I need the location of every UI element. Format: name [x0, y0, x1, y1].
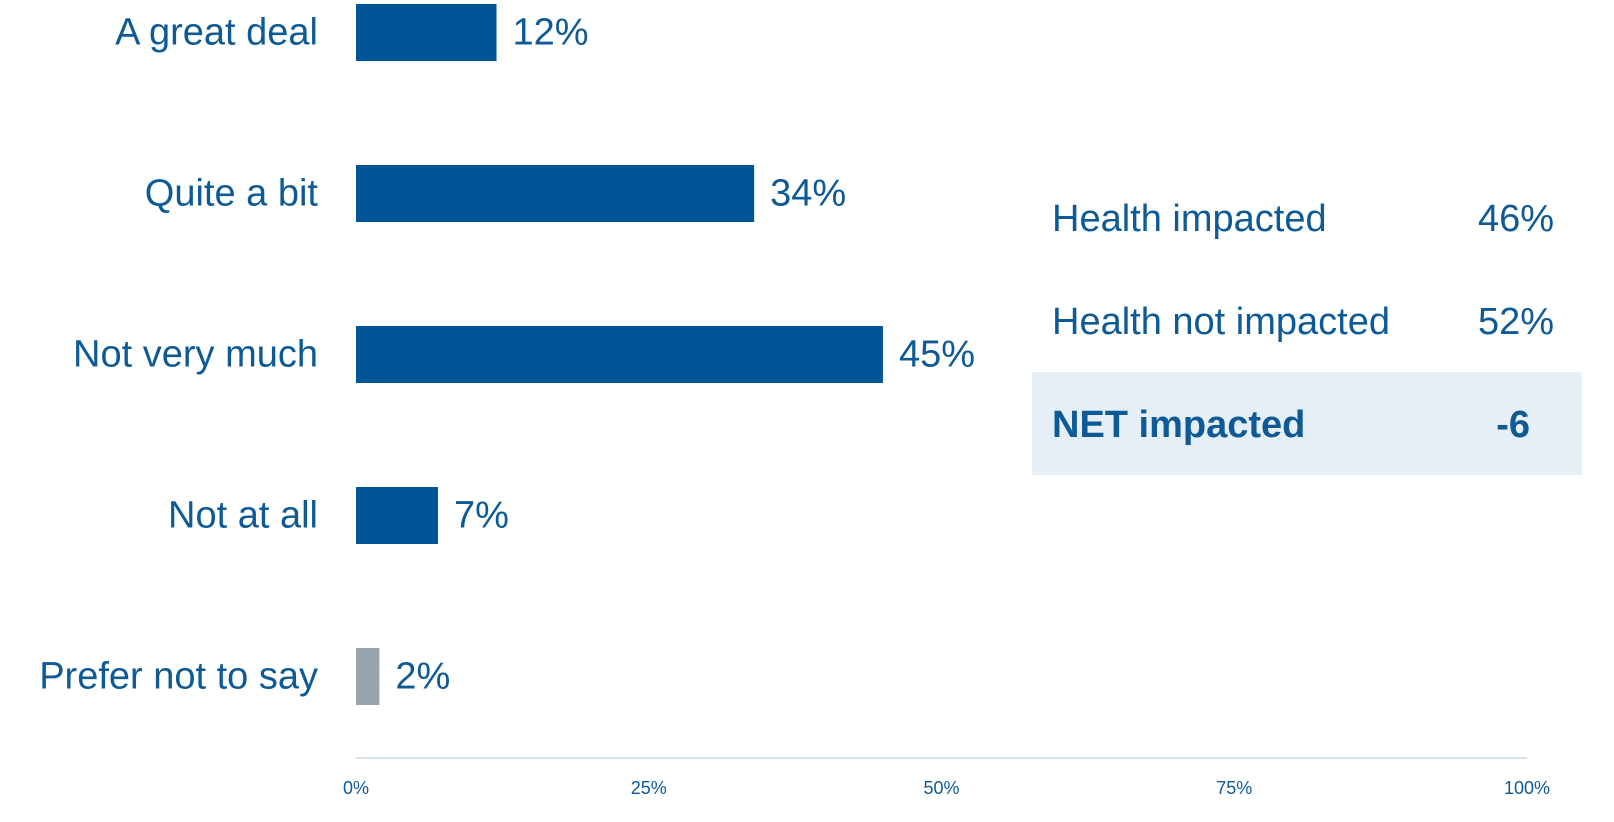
- data-label: 12%: [513, 12, 589, 54]
- x-tick-label: 25%: [631, 778, 667, 798]
- bar: [356, 648, 380, 705]
- summary-value: 52%: [1477, 301, 1554, 343]
- data-label: 45%: [899, 334, 975, 376]
- summary-table: Health impacted 46% Health not impacted …: [1032, 166, 1582, 475]
- summary-label: Health not impacted: [1052, 301, 1390, 343]
- bar: [356, 326, 883, 383]
- summary-row-health-impacted: Health impacted 46%: [1032, 166, 1582, 269]
- x-tick-label: 50%: [923, 778, 959, 798]
- bar: [356, 4, 497, 61]
- category-label: Quite a bit: [145, 173, 319, 215]
- summary-value: 46%: [1477, 198, 1554, 240]
- net-value: -6: [1496, 404, 1530, 446]
- summary-label: Health impacted: [1052, 198, 1327, 240]
- category-label: Not very much: [73, 334, 318, 376]
- x-tick-label: 0%: [343, 778, 369, 798]
- net-label: NET impacted: [1052, 404, 1306, 446]
- category-label: Prefer not to say: [39, 656, 318, 698]
- summary-row-health-not-impacted: Health not impacted 52%: [1032, 269, 1582, 372]
- data-label: 34%: [770, 173, 846, 215]
- summary-row-net-impacted: NET impacted -6: [1032, 372, 1582, 475]
- bar: [356, 165, 755, 222]
- category-label: A great deal: [115, 12, 318, 54]
- data-label: 2%: [395, 656, 450, 698]
- x-tick-label: 100%: [1504, 778, 1550, 798]
- x-tick-label: 75%: [1216, 778, 1252, 798]
- category-label: Not at all: [168, 495, 318, 537]
- data-label: 7%: [454, 495, 509, 537]
- bar: [356, 487, 438, 544]
